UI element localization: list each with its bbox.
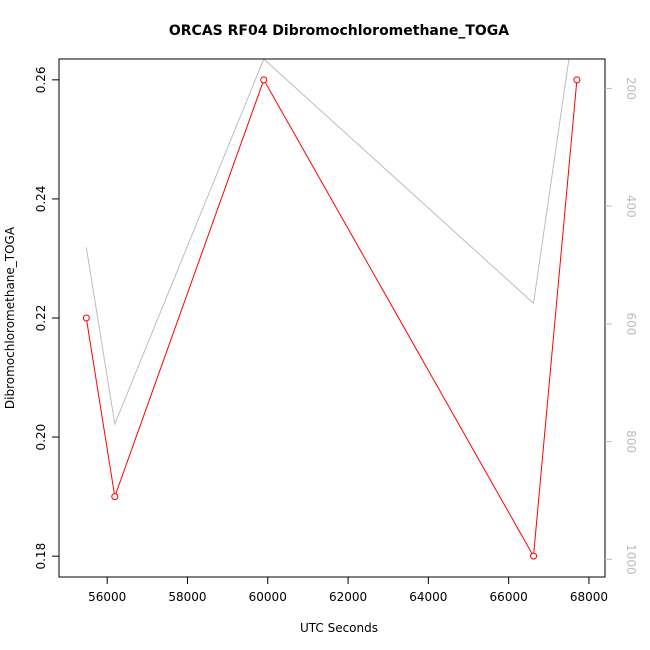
y-tick-label: 0.26: [34, 66, 48, 93]
x-tick-label: 66000: [490, 590, 528, 604]
series-line-1: [85, 59, 570, 426]
y2-tick-label: 600: [624, 312, 638, 335]
y-axis-label: Dibromochloromethane_TOGA: [3, 226, 17, 409]
x-tick-label: 62000: [329, 590, 367, 604]
data-point: [111, 493, 119, 501]
data-point: [530, 552, 538, 560]
marker-layer: [82, 76, 581, 560]
y-tick-label: 0.24: [34, 186, 48, 213]
chart-title: ORCAS RF04 Dibromochloromethane_TOGA: [169, 23, 509, 39]
y-tick-label: 0.22: [34, 305, 48, 332]
series-line-0: [85, 78, 578, 558]
y2-tick-label: 800: [624, 430, 638, 453]
plot-frame: [58, 58, 606, 578]
y2-tick-label: 400: [624, 195, 638, 218]
y2-tick-label: 200: [624, 77, 638, 100]
x-axis-label: UTC Seconds: [300, 621, 378, 635]
y-tick-label: 0.18: [34, 543, 48, 570]
x-tick-label: 56000: [88, 590, 126, 604]
x-tick-label: 60000: [249, 590, 287, 604]
series-layer: [85, 59, 578, 558]
x-tick-label: 64000: [409, 590, 447, 604]
x-tick-label: 58000: [168, 590, 206, 604]
y-tick-label: 0.20: [34, 424, 48, 451]
y2-tick-label: 1000: [624, 544, 638, 575]
data-point: [82, 314, 90, 322]
data-point: [260, 76, 268, 84]
x-tick-label: 68000: [570, 590, 608, 604]
data-point: [573, 76, 581, 84]
axes-layer: 56000 58000 60000 62000 64000 66000 68000 0.18 0…: [34, 58, 638, 604]
